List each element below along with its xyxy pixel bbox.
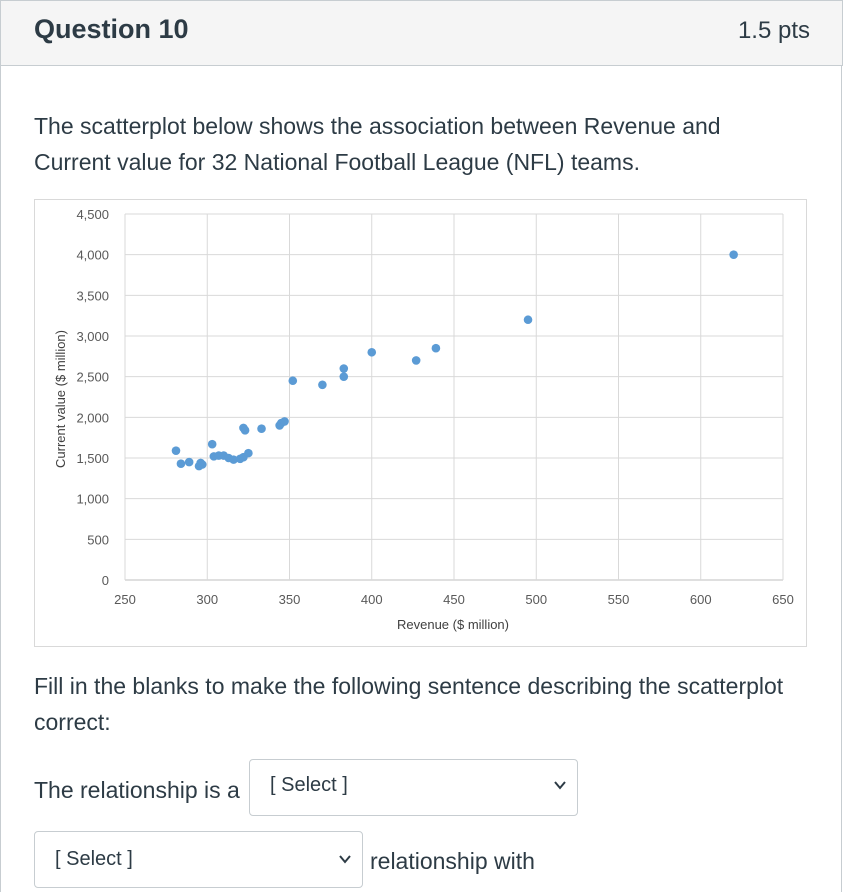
x-tick-label: 300	[196, 592, 218, 607]
chevron-down-icon	[554, 781, 566, 790]
data-point	[198, 460, 207, 469]
data-point	[207, 439, 217, 449]
fill-in-instruction: Fill in the blanks to make the following…	[34, 673, 784, 735]
scatterplot: 0 500 1,000 1,500 2,000 2,500 3,000 3,500 4,000 4…	[53, 207, 794, 632]
data-point	[240, 426, 250, 435]
x-tick-label: 250	[114, 592, 136, 607]
y-tick-label: 2,500	[76, 370, 109, 385]
question-header: Question 10 1.5 pts	[0, 0, 843, 66]
x-tick-label: 450	[443, 592, 465, 607]
frame-border-right	[841, 65, 842, 892]
x-axis-label: Revenue ($ million)	[397, 617, 509, 632]
y-tick-label: 3,500	[76, 288, 109, 303]
data-point	[280, 417, 289, 426]
data-point	[184, 457, 194, 467]
question-points: 1.5 pts	[737, 17, 810, 44]
y-tick-label: 4,000	[76, 248, 109, 263]
data-point	[288, 376, 298, 386]
chart-gridlines	[124, 213, 784, 581]
sentence-part-2: relationship with	[370, 848, 535, 874]
x-tick-label: 350	[279, 592, 301, 607]
y-axis-ticks: 0 500 1,000 1,500 2,000 2,500 3,000 3,500 4,000 4…	[76, 207, 109, 588]
data-point	[244, 448, 253, 458]
data-point	[257, 424, 266, 434]
data-point	[523, 315, 533, 325]
scatterplot-container: 0 500 1,000 1,500 2,000 2,500 3,000 3,500 4,000 4…	[34, 199, 807, 647]
x-tick-label: 650	[772, 592, 794, 607]
y-tick-label: 1,000	[76, 492, 109, 507]
select-1-label: [ Select ]	[270, 774, 348, 796]
y-tick-label: 4,500	[76, 207, 109, 222]
y-tick-label: 500	[87, 532, 109, 547]
data-point	[176, 459, 186, 468]
data-point	[171, 446, 181, 455]
data-points	[171, 250, 738, 471]
data-point	[729, 250, 738, 259]
y-tick-label: 3,000	[76, 329, 109, 344]
relationship-form-select[interactable]: [ Select ]	[34, 831, 363, 888]
x-axis-ticks: 250 300 350 400 450 500 550 600 650	[114, 592, 794, 607]
x-tick-label: 600	[690, 592, 712, 607]
y-axis-label: Current value ($ million)	[53, 330, 68, 468]
x-tick-label: 550	[608, 592, 630, 607]
x-tick-label: 400	[361, 592, 383, 607]
data-point	[411, 356, 421, 365]
data-point	[339, 364, 349, 373]
data-point	[318, 380, 327, 390]
data-point	[229, 455, 238, 464]
select-2-label: [ Select ]	[55, 848, 133, 870]
question-title: Question 10	[34, 14, 189, 44]
y-tick-label: 0	[102, 573, 109, 588]
chevron-down-icon	[339, 855, 351, 864]
question-prompt: The scatterplot below shows the associat…	[34, 113, 721, 175]
y-tick-label: 1,500	[76, 451, 109, 466]
sentence-part-1: The relationship is a	[34, 777, 240, 803]
data-point	[367, 347, 377, 357]
frame-border-left	[0, 65, 1, 892]
x-tick-label: 500	[525, 592, 547, 607]
data-point	[339, 372, 349, 381]
y-tick-label: 2,000	[76, 410, 109, 425]
data-point	[431, 343, 441, 353]
relationship-direction-select[interactable]: [ Select ]	[249, 759, 578, 816]
